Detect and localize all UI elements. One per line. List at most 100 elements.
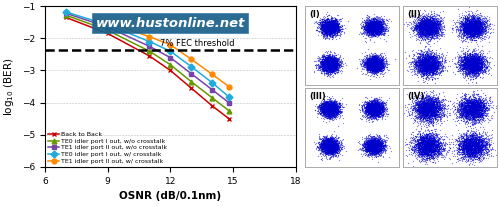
Point (324, 107, 332, 111)
Point (335, 110, 343, 114)
Point (414, 108, 422, 112)
Point (472, 107, 480, 111)
Point (330, 64, 338, 68)
Point (472, 53, 480, 56)
Point (365, 108, 373, 112)
Point (328, 57, 336, 60)
Point (420, 114, 428, 117)
Point (410, 102, 418, 105)
Point (426, 27, 434, 30)
Point (328, 30, 336, 33)
Point (413, 142, 421, 145)
Point (420, 141, 428, 144)
Point (368, 23, 376, 27)
Point (430, 60, 438, 63)
Point (381, 140, 389, 143)
Point (430, 28, 438, 32)
Point (365, 111, 373, 114)
Point (370, 108, 378, 111)
Point (476, 19, 484, 22)
Point (332, 107, 340, 110)
Point (425, 139, 433, 142)
Point (374, 148, 382, 151)
Point (362, 28, 370, 32)
Point (465, 117, 473, 121)
Point (418, 134, 426, 137)
Point (428, 160, 436, 164)
Point (412, 74, 420, 77)
Point (412, 98, 420, 102)
Point (420, 22, 428, 25)
Point (422, 146, 430, 149)
Point (420, 147, 428, 150)
Point (325, 142, 333, 146)
Point (439, 114, 447, 117)
Point (366, 149, 374, 152)
Point (368, 145, 376, 149)
Point (468, 107, 475, 110)
Point (334, 26, 342, 29)
Point (424, 102, 432, 105)
Point (470, 103, 478, 106)
Point (367, 60, 375, 63)
Point (422, 21, 430, 24)
Point (314, 59, 322, 62)
Point (468, 70, 476, 73)
Point (376, 147, 384, 150)
Point (322, 111, 330, 114)
Point (371, 107, 379, 110)
Point (480, 103, 488, 107)
Point (470, 36, 478, 39)
Point (428, 111, 436, 115)
Point (376, 32, 384, 35)
Point (452, 138, 460, 141)
Point (472, 10, 480, 13)
Point (366, 57, 374, 61)
Point (367, 108, 375, 111)
Point (366, 106, 374, 109)
Point (432, 142, 440, 145)
Point (372, 57, 380, 60)
Point (374, 139, 382, 143)
Point (331, 115, 339, 118)
Point (368, 107, 376, 110)
Point (369, 105, 377, 108)
Point (418, 147, 426, 151)
Point (325, 102, 333, 105)
Point (424, 145, 432, 148)
Point (473, 111, 481, 115)
Point (465, 152, 473, 155)
Point (376, 60, 384, 64)
Point (362, 29, 370, 32)
Point (466, 148, 474, 151)
Point (470, 152, 478, 156)
Point (374, 137, 382, 140)
Point (431, 60, 439, 63)
Point (442, 50, 450, 54)
Point (483, 63, 491, 66)
Point (364, 145, 372, 149)
Point (468, 122, 476, 125)
Point (378, 26, 386, 29)
Point (414, 123, 422, 126)
Point (328, 24, 336, 28)
Point (468, 21, 476, 24)
Point (372, 136, 380, 140)
Point (367, 20, 375, 23)
Point (472, 60, 480, 63)
Point (320, 147, 328, 151)
Point (419, 137, 427, 140)
Point (475, 111, 483, 114)
Point (420, 67, 428, 70)
Point (319, 108, 327, 112)
Point (472, 23, 480, 26)
Point (468, 144, 476, 147)
Point (321, 58, 329, 62)
Point (361, 21, 369, 25)
Point (410, 137, 418, 140)
Point (328, 106, 336, 109)
Point (426, 103, 434, 107)
Point (424, 148, 432, 152)
Point (370, 98, 378, 101)
Point (328, 30, 336, 33)
